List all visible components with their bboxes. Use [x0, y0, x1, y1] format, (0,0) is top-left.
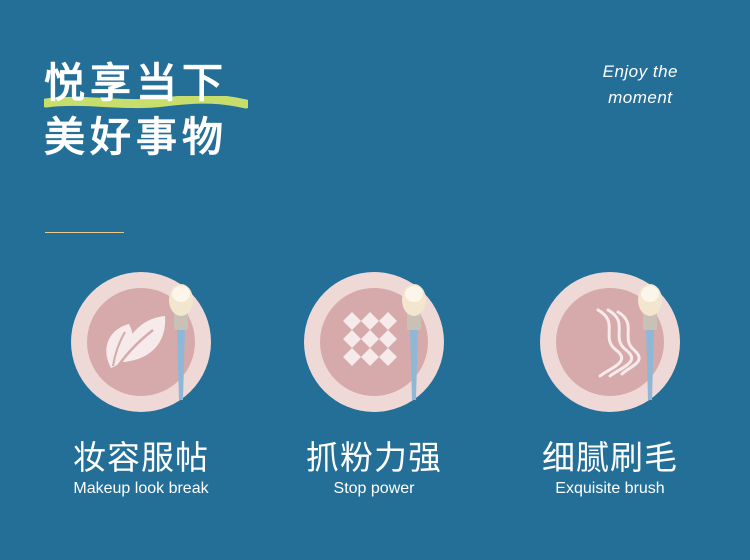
brush-icon	[402, 284, 426, 400]
divider	[45, 232, 124, 233]
feature-exquisite-brush: 细腻刷毛 Exquisite brush	[500, 272, 720, 500]
heading-line-2: 美好事物	[44, 110, 228, 164]
heading: 悦享当下 美好事物	[44, 56, 248, 164]
tagline-line-1: Enjoy the	[602, 62, 678, 81]
feature-title: 妆容服帖	[73, 438, 209, 477]
heading-line-1: 悦享当下	[44, 56, 248, 110]
highlight-underline	[44, 96, 248, 109]
feature-title: 抓粉力强	[306, 438, 442, 477]
feature-badge	[71, 272, 211, 412]
feature-stop-power: 抓粉力强 Stop power	[264, 272, 484, 500]
wave-lines-icon	[596, 308, 641, 378]
tagline-line-2: moment	[608, 88, 673, 107]
feature-makeup: 妆容服帖 Makeup look break	[31, 272, 251, 500]
feature-title: 细腻刷毛	[542, 438, 678, 477]
feature-subtitle: Stop power	[333, 480, 415, 497]
feature-subtitle: Exquisite brush	[555, 480, 665, 497]
tagline: Enjoy the moment	[603, 59, 678, 111]
brush-icon	[169, 284, 193, 400]
brush-icon	[638, 284, 662, 400]
diamond-pattern-icon	[343, 312, 397, 366]
feature-subtitle: Makeup look break	[73, 480, 209, 497]
heading-line-1-text: 悦享当下	[44, 59, 228, 107]
feature-badge	[540, 272, 680, 412]
leaf-icon	[106, 316, 166, 371]
heading-line-2-text: 美好事物	[44, 113, 228, 161]
feature-badge	[304, 272, 444, 412]
